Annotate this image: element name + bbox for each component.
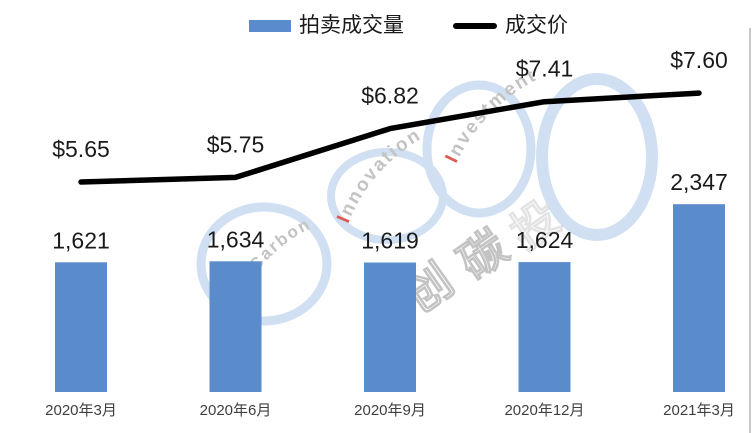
price-value-label: $6.82 — [361, 83, 419, 109]
bar-value-label: 1,624 — [516, 227, 574, 253]
legend-label-price: 成交价 — [505, 14, 568, 37]
price-line — [78, 90, 702, 185]
watermark-cn-char: 碳 — [449, 220, 517, 290]
bar-value-label: 2,347 — [670, 169, 728, 195]
chart-legend: 拍卖成交量 成交价 — [249, 12, 568, 40]
bar-value-label: 1,619 — [361, 228, 419, 254]
price-value-label: $7.60 — [670, 47, 728, 73]
x-axis-label: 2020年3月 — [45, 402, 117, 419]
legend-label-volume: 拍卖成交量 — [299, 14, 404, 37]
watermark-ring-icon — [196, 202, 332, 326]
x-axis: 2020年3月 2020年6月 2020年9月 2020年12月 2021年3月 — [45, 402, 735, 419]
bar-2020年3月 — [55, 262, 107, 392]
line-series: $5.65 $5.75 $6.82 $7.41 $7.60 — [52, 47, 728, 185]
legend-item-volume: 拍卖成交量 — [249, 12, 404, 40]
price-value-label: $7.41 — [516, 56, 574, 82]
watermark-ring-icon — [422, 80, 536, 218]
bar-value-label: 1,621 — [52, 227, 110, 253]
legend-item-price: 成交价 — [453, 12, 568, 40]
x-axis-label: 2020年12月 — [504, 402, 584, 419]
x-axis-label: 2020年9月 — [354, 402, 426, 419]
bar-series-swatch-icon — [249, 20, 291, 32]
bar-value-label: 1,634 — [207, 226, 265, 252]
right-edge-line — [749, 28, 751, 433]
x-axis-label: 2020年6月 — [200, 402, 272, 419]
x-axis-label: 2021年3月 — [663, 402, 735, 419]
bar-2020年9月 — [364, 262, 416, 392]
bar-series: 1,621 1,634 1,619 1,624 2,347 — [52, 169, 728, 392]
bar-2020年12月 — [518, 262, 571, 392]
price-value-label: $5.65 — [52, 136, 110, 162]
bar-2020年6月 — [209, 261, 262, 392]
price-value-label: $5.75 — [207, 131, 265, 157]
line-series-swatch-icon — [453, 23, 497, 29]
watermark-ring-icon — [536, 73, 658, 241]
bar-2021年3月 — [673, 204, 725, 392]
